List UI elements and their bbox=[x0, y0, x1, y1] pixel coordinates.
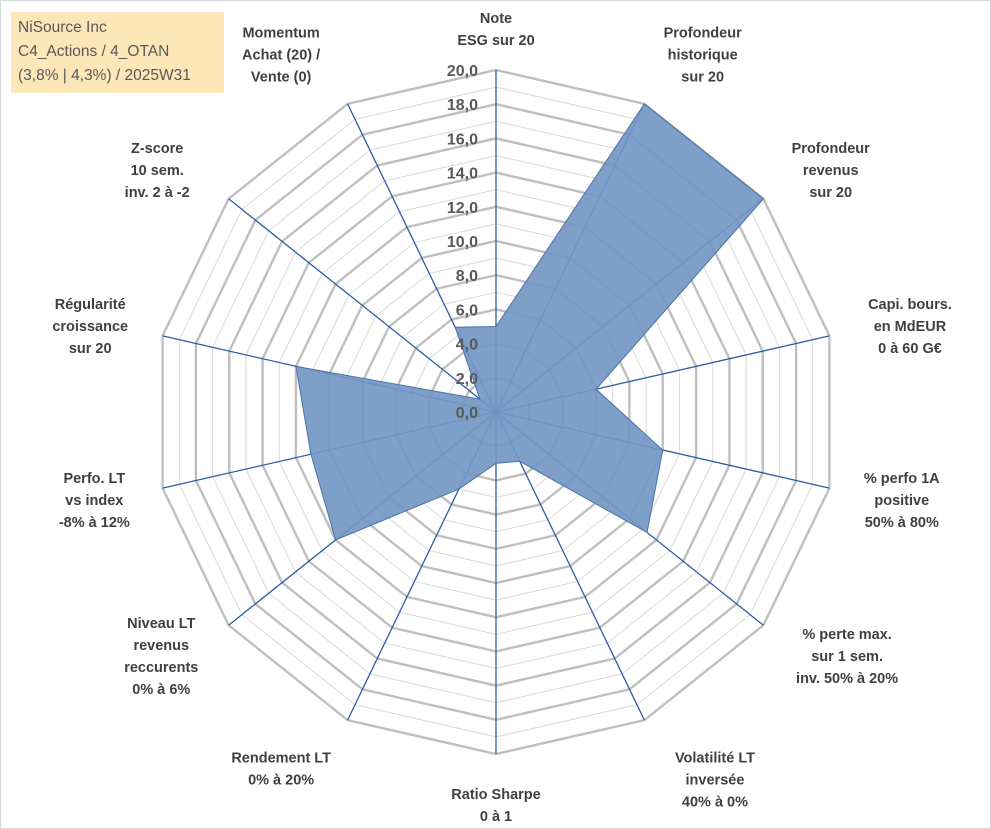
axis-label: % perfo 1A positive 50% à 80% bbox=[864, 471, 940, 531]
tick-label: 6,0 bbox=[456, 302, 478, 319]
axis-label: Momentum Achat (20) / Vente (0) bbox=[242, 25, 320, 85]
tick-label: 2,0 bbox=[456, 371, 478, 388]
tick-label: 20,0 bbox=[447, 63, 478, 80]
axis-label: Niveau LT revenus reccurents 0% à 6% bbox=[124, 616, 198, 698]
radar-tick-labels: 0,0 2,0 4,0 6,0 8,0 10,0 12,0 14,0 16,0 18,0 20,0 bbox=[447, 63, 478, 422]
axis-label: Perfo. LT vs index -8% à 12% bbox=[59, 471, 130, 531]
title-period: (3,8% | 4,3%) / 2025W31 bbox=[18, 67, 191, 84]
axis-label: Volatilité LT inversée 40% à 0% bbox=[675, 751, 755, 811]
axis-label: Capi. bours. en MdEUR 0 à 60 G€ bbox=[868, 297, 952, 357]
title-company: NiSource Inc bbox=[18, 19, 107, 36]
tick-label: 12,0 bbox=[447, 200, 478, 217]
axis-label: % perte max. sur 1 sem. inv. 50% à 20% bbox=[796, 627, 898, 687]
axis-label: Régularité croissance sur 20 bbox=[52, 297, 128, 357]
tick-label: 16,0 bbox=[447, 131, 478, 148]
tick-label: 18,0 bbox=[447, 97, 478, 114]
axis-label: Z-score 10 sem. inv. 2 à -2 bbox=[125, 141, 190, 201]
tick-label: 4,0 bbox=[456, 337, 478, 354]
axis-label: Rendement LT 0% à 20% bbox=[231, 751, 331, 789]
tick-label: 10,0 bbox=[447, 234, 478, 251]
axis-label: Profondeur revenus sur 20 bbox=[792, 141, 870, 201]
tick-label: 8,0 bbox=[456, 268, 478, 285]
tick-label: 14,0 bbox=[447, 166, 478, 183]
radar-series bbox=[295, 103, 765, 541]
radar-spoke bbox=[228, 198, 497, 413]
radar-axis-labels: Note ESG sur 20 Profondeur historique sur 20… bbox=[52, 11, 952, 825]
title-category: C4_Actions / 4_OTAN bbox=[18, 43, 170, 60]
axis-label: Profondeur historique sur 20 bbox=[664, 25, 742, 85]
chart-title-box: NiSource Inc C4_Actions / 4_OTAN (3,8% |… bbox=[11, 12, 224, 93]
radar-spoke bbox=[495, 411, 645, 721]
tick-label: 0,0 bbox=[456, 405, 478, 422]
axis-label: Ratio Sharpe 0 à 1 bbox=[451, 787, 540, 825]
axis-label: Note ESG sur 20 bbox=[457, 11, 534, 49]
